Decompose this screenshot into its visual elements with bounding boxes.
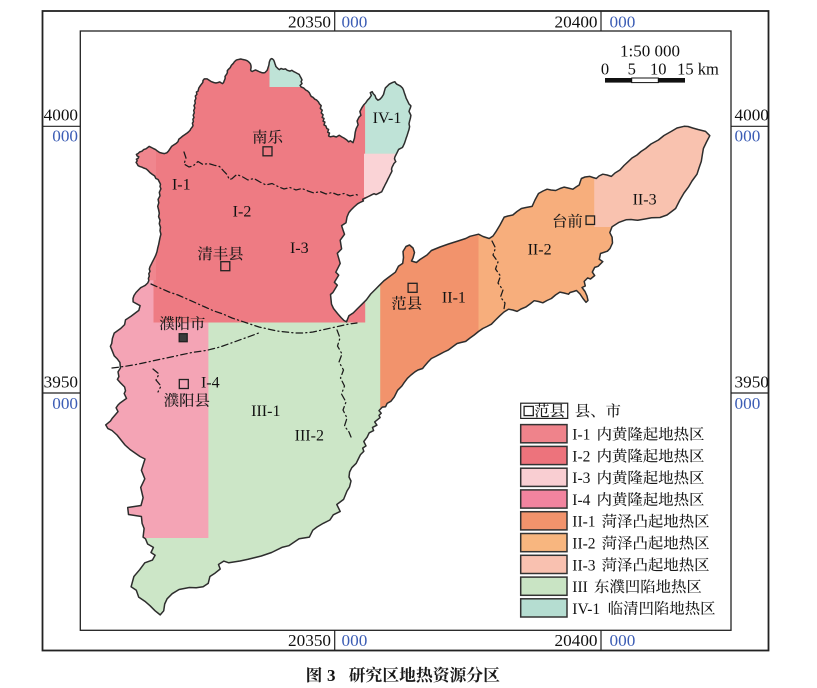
svg-text:II-1: II-1 <box>572 514 595 531</box>
svg-text:3: 3 <box>327 666 336 685</box>
svg-text:III-2: III-2 <box>295 428 324 445</box>
svg-text:20400: 20400 <box>555 12 598 31</box>
svg-text:3950: 3950 <box>735 372 769 391</box>
svg-text:5: 5 <box>628 60 636 79</box>
svg-text:I-2: I-2 <box>572 448 590 465</box>
svg-text:000: 000 <box>610 12 636 31</box>
svg-text:000: 000 <box>52 127 78 146</box>
svg-text:I-1: I-1 <box>172 176 191 193</box>
svg-text:000: 000 <box>610 631 636 650</box>
svg-text:000: 000 <box>342 12 368 31</box>
svg-text:1:50 000: 1:50 000 <box>620 42 680 61</box>
svg-text:I-3: I-3 <box>572 470 590 487</box>
svg-text:II-3: II-3 <box>633 191 657 208</box>
svg-text:3950: 3950 <box>44 372 78 391</box>
svg-text:II-1: II-1 <box>442 290 466 307</box>
svg-text:II-3: II-3 <box>572 557 595 574</box>
svg-text:II-2: II-2 <box>528 242 552 259</box>
svg-text:20400: 20400 <box>555 631 598 650</box>
svg-text:20350: 20350 <box>288 12 331 31</box>
svg-text:IV-1: IV-1 <box>373 110 402 127</box>
svg-text:I-4: I-4 <box>201 375 220 392</box>
svg-text:II-2: II-2 <box>572 536 595 553</box>
svg-text:000: 000 <box>52 394 78 413</box>
svg-text:I-3: I-3 <box>290 240 309 257</box>
svg-text:000: 000 <box>735 127 761 146</box>
svg-text:III-1: III-1 <box>251 403 280 420</box>
svg-text:I-4: I-4 <box>572 492 590 509</box>
svg-text:4000: 4000 <box>44 105 78 124</box>
svg-text:I-1: I-1 <box>572 427 590 444</box>
svg-text:15 km: 15 km <box>677 60 719 79</box>
svg-text:4000: 4000 <box>735 105 769 124</box>
svg-text:IV-1: IV-1 <box>572 601 600 618</box>
svg-text:20350: 20350 <box>288 631 331 650</box>
svg-text:0: 0 <box>601 60 609 79</box>
svg-text:III: III <box>572 579 588 596</box>
svg-text:10: 10 <box>650 60 667 79</box>
svg-text:I-2: I-2 <box>233 203 252 220</box>
svg-text:000: 000 <box>342 631 368 650</box>
svg-text:000: 000 <box>735 394 761 413</box>
